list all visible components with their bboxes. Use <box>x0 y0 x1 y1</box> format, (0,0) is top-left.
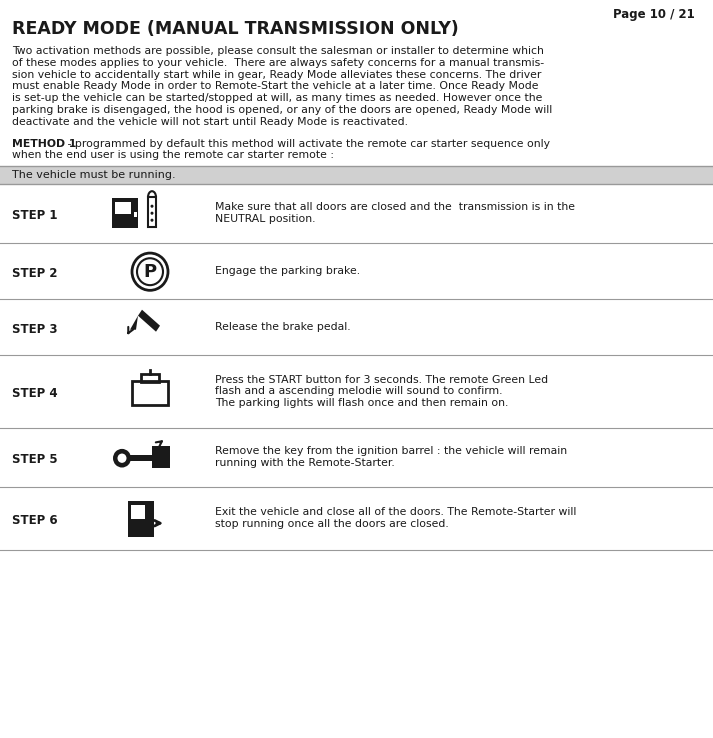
Text: The vehicle must be running.: The vehicle must be running. <box>12 170 175 180</box>
Bar <box>134 213 137 217</box>
Bar <box>132 382 168 405</box>
Text: READY MODE (MANUAL TRANSMISSION ONLY): READY MODE (MANUAL TRANSMISSION ONLY) <box>12 20 458 38</box>
Text: Two activation methods are possible, please consult the salesman or installer to: Two activation methods are possible, ple… <box>12 46 544 56</box>
Text: parking brake is disengaged, the hood is opened, or any of the doors are opened,: parking brake is disengaged, the hood is… <box>12 105 553 115</box>
Text: STEP 6: STEP 6 <box>12 514 58 527</box>
Text: NEUTRAL position.: NEUTRAL position. <box>215 214 315 224</box>
Text: STEP 1: STEP 1 <box>12 209 58 222</box>
Bar <box>141 374 159 382</box>
Bar <box>152 446 170 468</box>
Bar <box>0 168 713 184</box>
Text: Press the START button for 3 seconds. The remote Green Led: Press the START button for 3 seconds. Th… <box>215 374 548 384</box>
Text: stop running once all the doors are closed.: stop running once all the doors are clos… <box>215 520 448 529</box>
Text: when the end user is using the remote car starter remote :: when the end user is using the remote ca… <box>12 151 334 160</box>
Text: METHOD 1: METHOD 1 <box>12 139 76 148</box>
Text: STEP 4: STEP 4 <box>12 387 58 400</box>
Text: sion vehicle to accidentally start while in gear, Ready Mode alleviates these co: sion vehicle to accidentally start while… <box>12 69 541 80</box>
Text: STEP 5: STEP 5 <box>12 453 58 466</box>
Bar <box>148 197 156 227</box>
Text: Release the brake pedal.: Release the brake pedal. <box>215 322 351 332</box>
Text: flash and a ascending melodie will sound to confirm.: flash and a ascending melodie will sound… <box>215 386 503 396</box>
Text: must enable Ready Mode in order to Remote-Start the vehicle at a later time. Onc: must enable Ready Mode in order to Remot… <box>12 81 538 92</box>
Text: Page 10 / 21: Page 10 / 21 <box>613 8 695 21</box>
Polygon shape <box>130 316 138 330</box>
Text: STEP 2: STEP 2 <box>12 266 58 280</box>
Bar <box>128 455 152 461</box>
Circle shape <box>113 449 131 467</box>
Text: is set-up the vehicle can be started/stopped at will, as many times as needed. H: is set-up the vehicle can be started/sto… <box>12 93 543 103</box>
Circle shape <box>118 454 126 463</box>
Text: deactivate and the vehicle will not start until Ready Mode is reactivated.: deactivate and the vehicle will not star… <box>12 117 408 127</box>
Text: Engage the parking brake.: Engage the parking brake. <box>215 266 360 276</box>
Text: of these modes applies to your vehicle.  There are always safety concerns for a : of these modes applies to your vehicle. … <box>12 58 544 68</box>
Bar <box>128 501 154 537</box>
Text: STEP 3: STEP 3 <box>12 323 58 336</box>
Polygon shape <box>138 310 160 331</box>
Circle shape <box>150 218 153 221</box>
Text: Make sure that all doors are closed and the  transmission is in the: Make sure that all doors are closed and … <box>215 202 575 213</box>
Text: The parking lights will flash once and then remain on.: The parking lights will flash once and t… <box>215 398 508 408</box>
Bar <box>115 202 131 214</box>
Text: Remove the key from the ignition barrel : the vehicle will remain: Remove the key from the ignition barrel … <box>215 446 567 456</box>
Circle shape <box>150 212 153 215</box>
Text: running with the Remote-Starter.: running with the Remote-Starter. <box>215 458 395 468</box>
Bar <box>112 199 138 228</box>
Bar <box>131 506 145 520</box>
Text: - programmed by default this method will activate the remote car starter sequenc: - programmed by default this method will… <box>64 139 550 148</box>
Text: P: P <box>143 263 157 280</box>
Text: Exit the vehicle and close all of the doors. The Remote-Starter will: Exit the vehicle and close all of the do… <box>215 508 576 517</box>
Circle shape <box>150 204 153 208</box>
